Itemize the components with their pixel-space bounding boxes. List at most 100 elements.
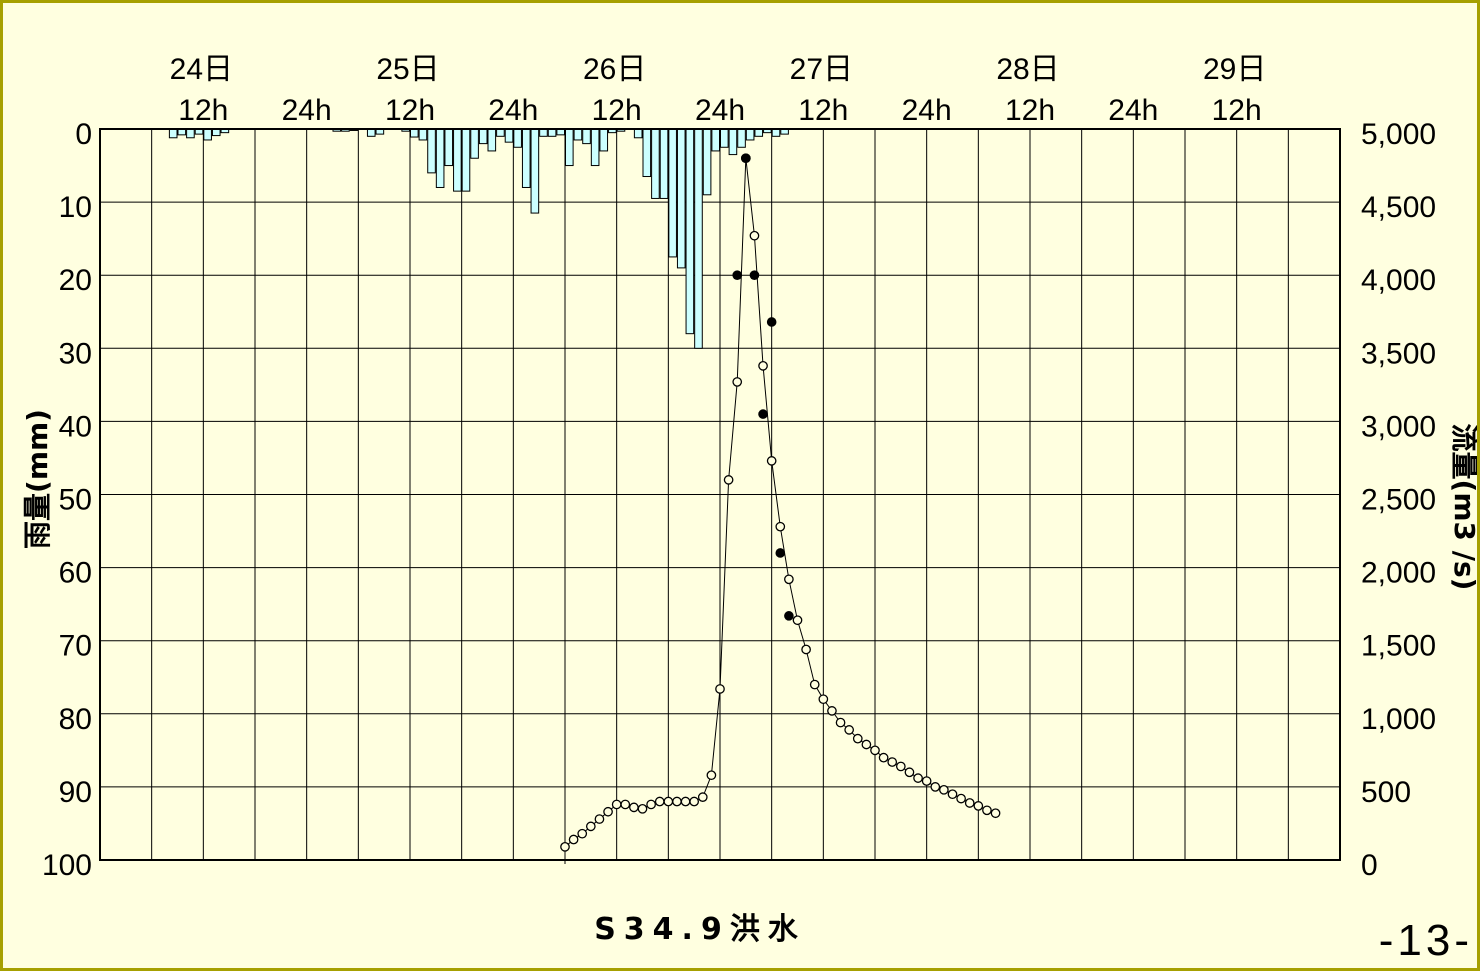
rainfall-bar (651, 128, 660, 199)
discharge-point (982, 805, 992, 816)
day-label: 28日 (996, 53, 1059, 86)
right-tick-label: 3,000 (1361, 410, 1436, 443)
discharge-point (930, 782, 941, 792)
rainfall-bar (444, 128, 454, 167)
discharge-point (878, 752, 889, 763)
discharge-point (904, 767, 915, 778)
rainfall-bar (513, 128, 522, 148)
discharge-line (560, 153, 1001, 864)
left-tick-label: 70 (59, 630, 92, 663)
left-tick-label: 50 (59, 484, 92, 517)
hour-label: 24h (695, 94, 745, 127)
rainfall-bar (633, 128, 643, 139)
right-tick-label: 0 (1361, 849, 1378, 882)
rainfall-bar (470, 128, 479, 159)
left-tick-label: 100 (42, 849, 92, 882)
rainfall-bar (521, 128, 531, 188)
discharge-point (818, 694, 829, 705)
discharge-point (654, 796, 665, 807)
discharge-point (697, 792, 708, 802)
discharge-point (680, 796, 691, 807)
rainfall-bar (203, 128, 212, 141)
discharge-point (706, 770, 717, 781)
left-tick-label: 30 (59, 337, 92, 370)
discharge-point (766, 456, 777, 466)
discharge-point (568, 834, 579, 845)
rainfall-bar (478, 128, 488, 145)
rainfall-bar (685, 128, 695, 335)
left-tick-label: 80 (59, 703, 92, 736)
rainfall-bar (642, 128, 652, 178)
chart-caption: S34.9洪水 (594, 912, 806, 947)
rainfall-bar (496, 128, 505, 137)
day-label: 26日 (583, 53, 646, 86)
observed-point (766, 317, 777, 327)
discharge-point (715, 684, 725, 694)
observed-point (775, 548, 786, 558)
observed-point (732, 270, 743, 281)
rainfall-bar (186, 128, 195, 139)
day-label: 29日 (1203, 53, 1266, 86)
rainfall-bar (565, 128, 574, 167)
observed-point (784, 611, 794, 621)
left-tick-label: 10 (59, 191, 92, 224)
right-tick-label: 4,000 (1361, 264, 1436, 297)
rainfall-bar (504, 128, 514, 143)
discharge-point (611, 799, 622, 810)
rainfall-bar (168, 128, 178, 139)
discharge-point (809, 679, 820, 690)
rainfall-bar (427, 128, 436, 174)
right-tick-label: 2,000 (1361, 557, 1436, 590)
right-axis-title: 流量(m3 /s) (1448, 424, 1477, 591)
top-axis-labels: 24日 25日 26日 27日 28日 29日 12h 24h 12h 24h 12h 24h 12h 2… (170, 53, 1267, 127)
discharge-point (594, 814, 605, 824)
discharge-point (672, 796, 682, 807)
rainfall-bar (366, 128, 376, 137)
left-tick-label: 0 (75, 118, 92, 151)
hour-label: 12h (1005, 94, 1055, 127)
discharge-point (560, 841, 570, 852)
rainfall-bar (659, 128, 669, 199)
rainfall-bar (410, 128, 419, 138)
rainfall-bar (694, 128, 703, 349)
discharge-point (921, 776, 932, 786)
right-tick-label: 5,000 (1361, 118, 1436, 151)
plot-border (99, 128, 1341, 861)
discharge-point (689, 796, 700, 807)
observed-point (741, 153, 751, 164)
rainfall-bar (737, 128, 746, 148)
rainfall-bar (720, 128, 729, 148)
left-tick-label: 60 (59, 557, 92, 590)
hour-label: 12h (178, 94, 228, 127)
discharge-point (827, 706, 837, 716)
day-label: 24日 (170, 53, 233, 86)
discharge-point (835, 717, 846, 728)
observed-points (732, 153, 794, 621)
hour-label: 12h (1212, 94, 1262, 127)
hour-label: 12h (592, 94, 642, 127)
rainfall-bar (530, 128, 540, 214)
discharge-point (663, 796, 674, 807)
rainfall-bar (676, 128, 686, 269)
right-axis-ticks: 0 500 1,000 1,500 2,000 2,500 3,000 3,500 4,000 4… (1361, 118, 1436, 882)
rainfall-bar (487, 128, 497, 152)
hour-label: 24h (282, 94, 332, 127)
discharge-point (990, 808, 1001, 819)
discharge-point (585, 821, 596, 832)
hour-label: 24h (902, 94, 952, 127)
left-axis-title: 雨量(mm) (21, 409, 54, 549)
left-tick-label: 40 (59, 410, 92, 443)
rainfall-bar (711, 128, 721, 152)
hydrograph-chart: 0 10 20 30 40 50 60 70 80 90 100 0 500 1,000 1,500 2,0… (21, 53, 1477, 965)
left-tick-label: 20 (59, 264, 92, 297)
discharge-point (887, 757, 898, 767)
discharge-point (646, 799, 656, 810)
plot-frame (99, 128, 1341, 861)
discharge-point (861, 739, 872, 750)
discharge-point (603, 806, 613, 817)
discharge-point (577, 828, 588, 839)
discharge-series-line (564, 158, 996, 848)
right-tick-label: 500 (1361, 776, 1411, 809)
right-tick-label: 1,000 (1361, 703, 1436, 736)
